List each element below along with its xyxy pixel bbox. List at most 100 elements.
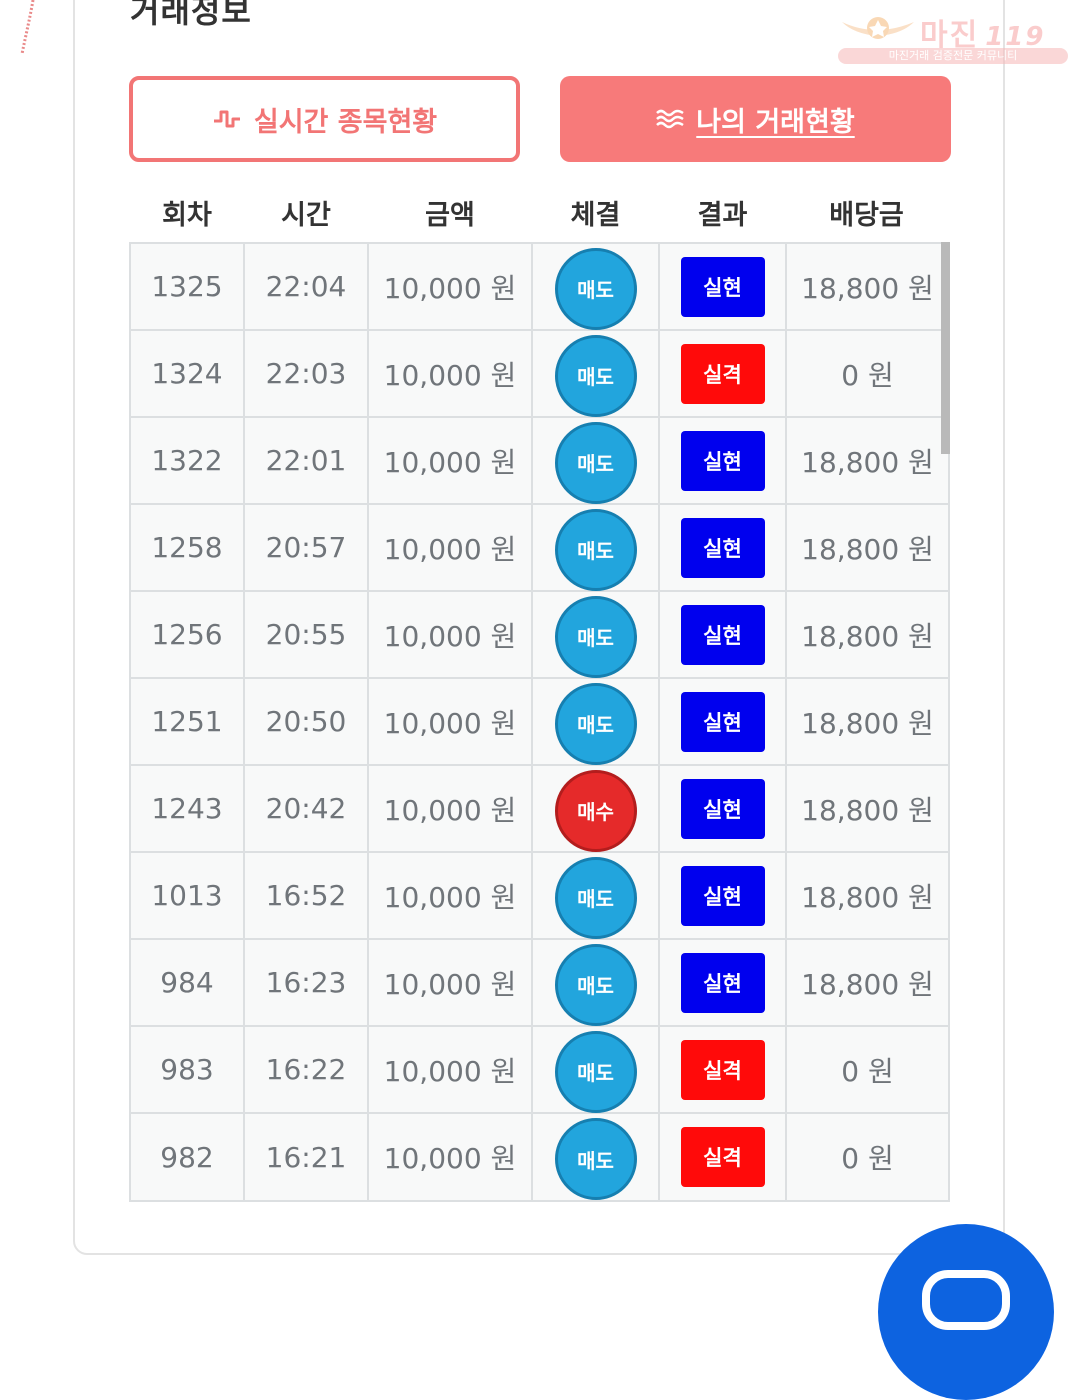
side-badge: 매수 <box>554 769 637 852</box>
cell-side: 매도 <box>533 1114 660 1200</box>
table-row: 1322 22:01 10,000 원 매도 실현 18,800 원 <box>131 418 948 505</box>
emblem-icon <box>842 17 914 39</box>
result-badge: 실현 <box>680 517 765 578</box>
table-row: 1258 20:57 10,000 원 매도 실현 18,800 원 <box>131 505 948 592</box>
cell-result: 실격 <box>660 331 787 416</box>
side-badge: 매도 <box>554 508 637 591</box>
result-badge: 실현 <box>680 430 765 491</box>
cell-side: 매도 <box>533 679 660 765</box>
tab-realtime-label: 실시간 종목현황 <box>253 106 438 138</box>
cell-amount: 10,000 원 <box>369 244 533 329</box>
cell-amount: 10,000 원 <box>369 592 533 677</box>
cell-side: 매도 <box>533 592 660 678</box>
table-scrollbar[interactable] <box>941 242 950 454</box>
cell-round: 982 <box>131 1114 245 1200</box>
cell-round: 1322 <box>131 418 245 503</box>
cell-result: 실현 <box>660 592 787 677</box>
cell-amount: 10,000 원 <box>369 505 533 590</box>
cell-result: 실현 <box>660 679 787 764</box>
cell-payout: 18,800 원 <box>801 445 934 479</box>
table-row: 982 16:21 10,000 원 매도 실격 0 원 <box>131 1114 948 1200</box>
cell-payout: 0 원 <box>841 1142 894 1175</box>
pen-scribble-mark <box>20 0 35 55</box>
table-row: 1013 16:52 10,000 원 매도 실현 18,800 원 <box>131 853 948 940</box>
side-badge: 매도 <box>554 595 637 678</box>
cell-round: 1324 <box>131 331 245 416</box>
cell-side: 매도 <box>533 1027 660 1113</box>
cell-time: 16:23 <box>245 940 369 1025</box>
cell-result: 실현 <box>660 418 787 503</box>
header-amount: 금액 <box>425 200 475 231</box>
waves-icon <box>656 108 684 130</box>
table-row: 984 16:23 10,000 원 매도 실현 18,800 원 <box>131 940 948 1027</box>
cell-amount: 10,000 원 <box>369 940 533 1025</box>
cell-payout: 18,800 원 <box>801 706 934 740</box>
cell-payout: 0 원 <box>841 1054 894 1088</box>
cell-round: 984 <box>131 940 245 1025</box>
table-row: 983 16:22 10,000 원 매도 실격 0 원 <box>131 1027 948 1114</box>
cell-time: 20:42 <box>245 766 369 851</box>
cell-payout: 18,800 원 <box>801 532 934 566</box>
cell-time: 22:04 <box>245 244 369 329</box>
result-badge: 실현 <box>680 952 765 1013</box>
watermark-suffix: 119 <box>985 22 1046 52</box>
result-badge: 실현 <box>680 778 765 839</box>
result-badge: 실현 <box>680 865 765 926</box>
header-time: 시간 <box>281 200 331 231</box>
result-badge: 실현 <box>680 604 765 665</box>
result-badge: 실격 <box>680 1039 765 1100</box>
cell-round: 1243 <box>131 766 245 851</box>
cell-time: 20:57 <box>245 505 369 590</box>
cell-amount: 10,000 원 <box>369 853 533 938</box>
side-badge: 매도 <box>554 334 637 417</box>
cell-time: 16:21 <box>245 1114 369 1200</box>
tab-my-trades-label: 나의 거래현황 <box>696 106 855 138</box>
cell-side: 매도 <box>533 505 660 591</box>
cell-amount: 10,000 원 <box>369 1027 533 1112</box>
cell-payout: 0 원 <box>841 358 894 392</box>
cell-side: 매도 <box>533 940 660 1026</box>
side-badge: 매도 <box>554 943 637 1026</box>
tab-realtime-status[interactable]: 실시간 종목현황 <box>129 76 520 162</box>
cell-round: 1256 <box>131 592 245 677</box>
header-result: 결과 <box>697 200 748 231</box>
cell-result: 실격 <box>660 1027 787 1112</box>
chat-fab-button[interactable] <box>878 1224 1054 1400</box>
header-payout: 배당금 <box>829 200 904 231</box>
cell-payout: 18,800 원 <box>801 271 934 305</box>
table-row: 1243 20:42 10,000 원 매수 실현 18,800 원 <box>131 766 948 853</box>
cell-time: 22:03 <box>245 331 369 416</box>
cell-amount: 10,000 원 <box>369 1114 533 1200</box>
watermark-title: 마진 <box>920 18 980 53</box>
cell-round: 983 <box>131 1027 245 1112</box>
cell-round: 1251 <box>131 679 245 764</box>
side-badge: 매도 <box>554 1030 637 1113</box>
cell-time: 20:55 <box>245 592 369 677</box>
result-badge: 실현 <box>680 691 765 752</box>
table-row: 1325 22:04 10,000 원 매도 실현 18,800 원 <box>131 244 948 331</box>
cell-side: 매도 <box>533 853 660 939</box>
cell-round: 1013 <box>131 853 245 938</box>
side-badge: 매도 <box>554 247 637 330</box>
cell-amount: 10,000 원 <box>369 766 533 851</box>
cell-amount: 10,000 원 <box>369 679 533 764</box>
pulse-icon <box>212 107 242 131</box>
cell-time: 22:01 <box>245 418 369 503</box>
tab-my-trades[interactable]: 나의 거래현황 <box>560 76 951 162</box>
cell-round: 1325 <box>131 244 245 329</box>
cell-result: 실현 <box>660 766 787 851</box>
side-badge: 매도 <box>554 682 637 765</box>
cell-side: 매도 <box>533 331 660 417</box>
cell-result: 실현 <box>660 244 787 329</box>
cell-payout: 18,800 원 <box>801 967 934 1001</box>
table-row: 1256 20:55 10,000 원 매도 실현 18,800 원 <box>131 592 948 679</box>
cell-payout: 18,800 원 <box>801 619 934 653</box>
cell-side: 매도 <box>533 418 660 504</box>
side-badge: 매도 <box>554 421 637 504</box>
section-title: 거래정보 <box>130 0 252 30</box>
cell-round: 1258 <box>131 505 245 590</box>
watermark-logo: 마진 119 마진거래 검증전문 커뮤니티 <box>836 8 1070 64</box>
cell-result: 실현 <box>660 853 787 938</box>
table-row: 1251 20:50 10,000 원 매도 실현 18,800 원 <box>131 679 948 766</box>
chat-icon <box>922 1270 1010 1330</box>
